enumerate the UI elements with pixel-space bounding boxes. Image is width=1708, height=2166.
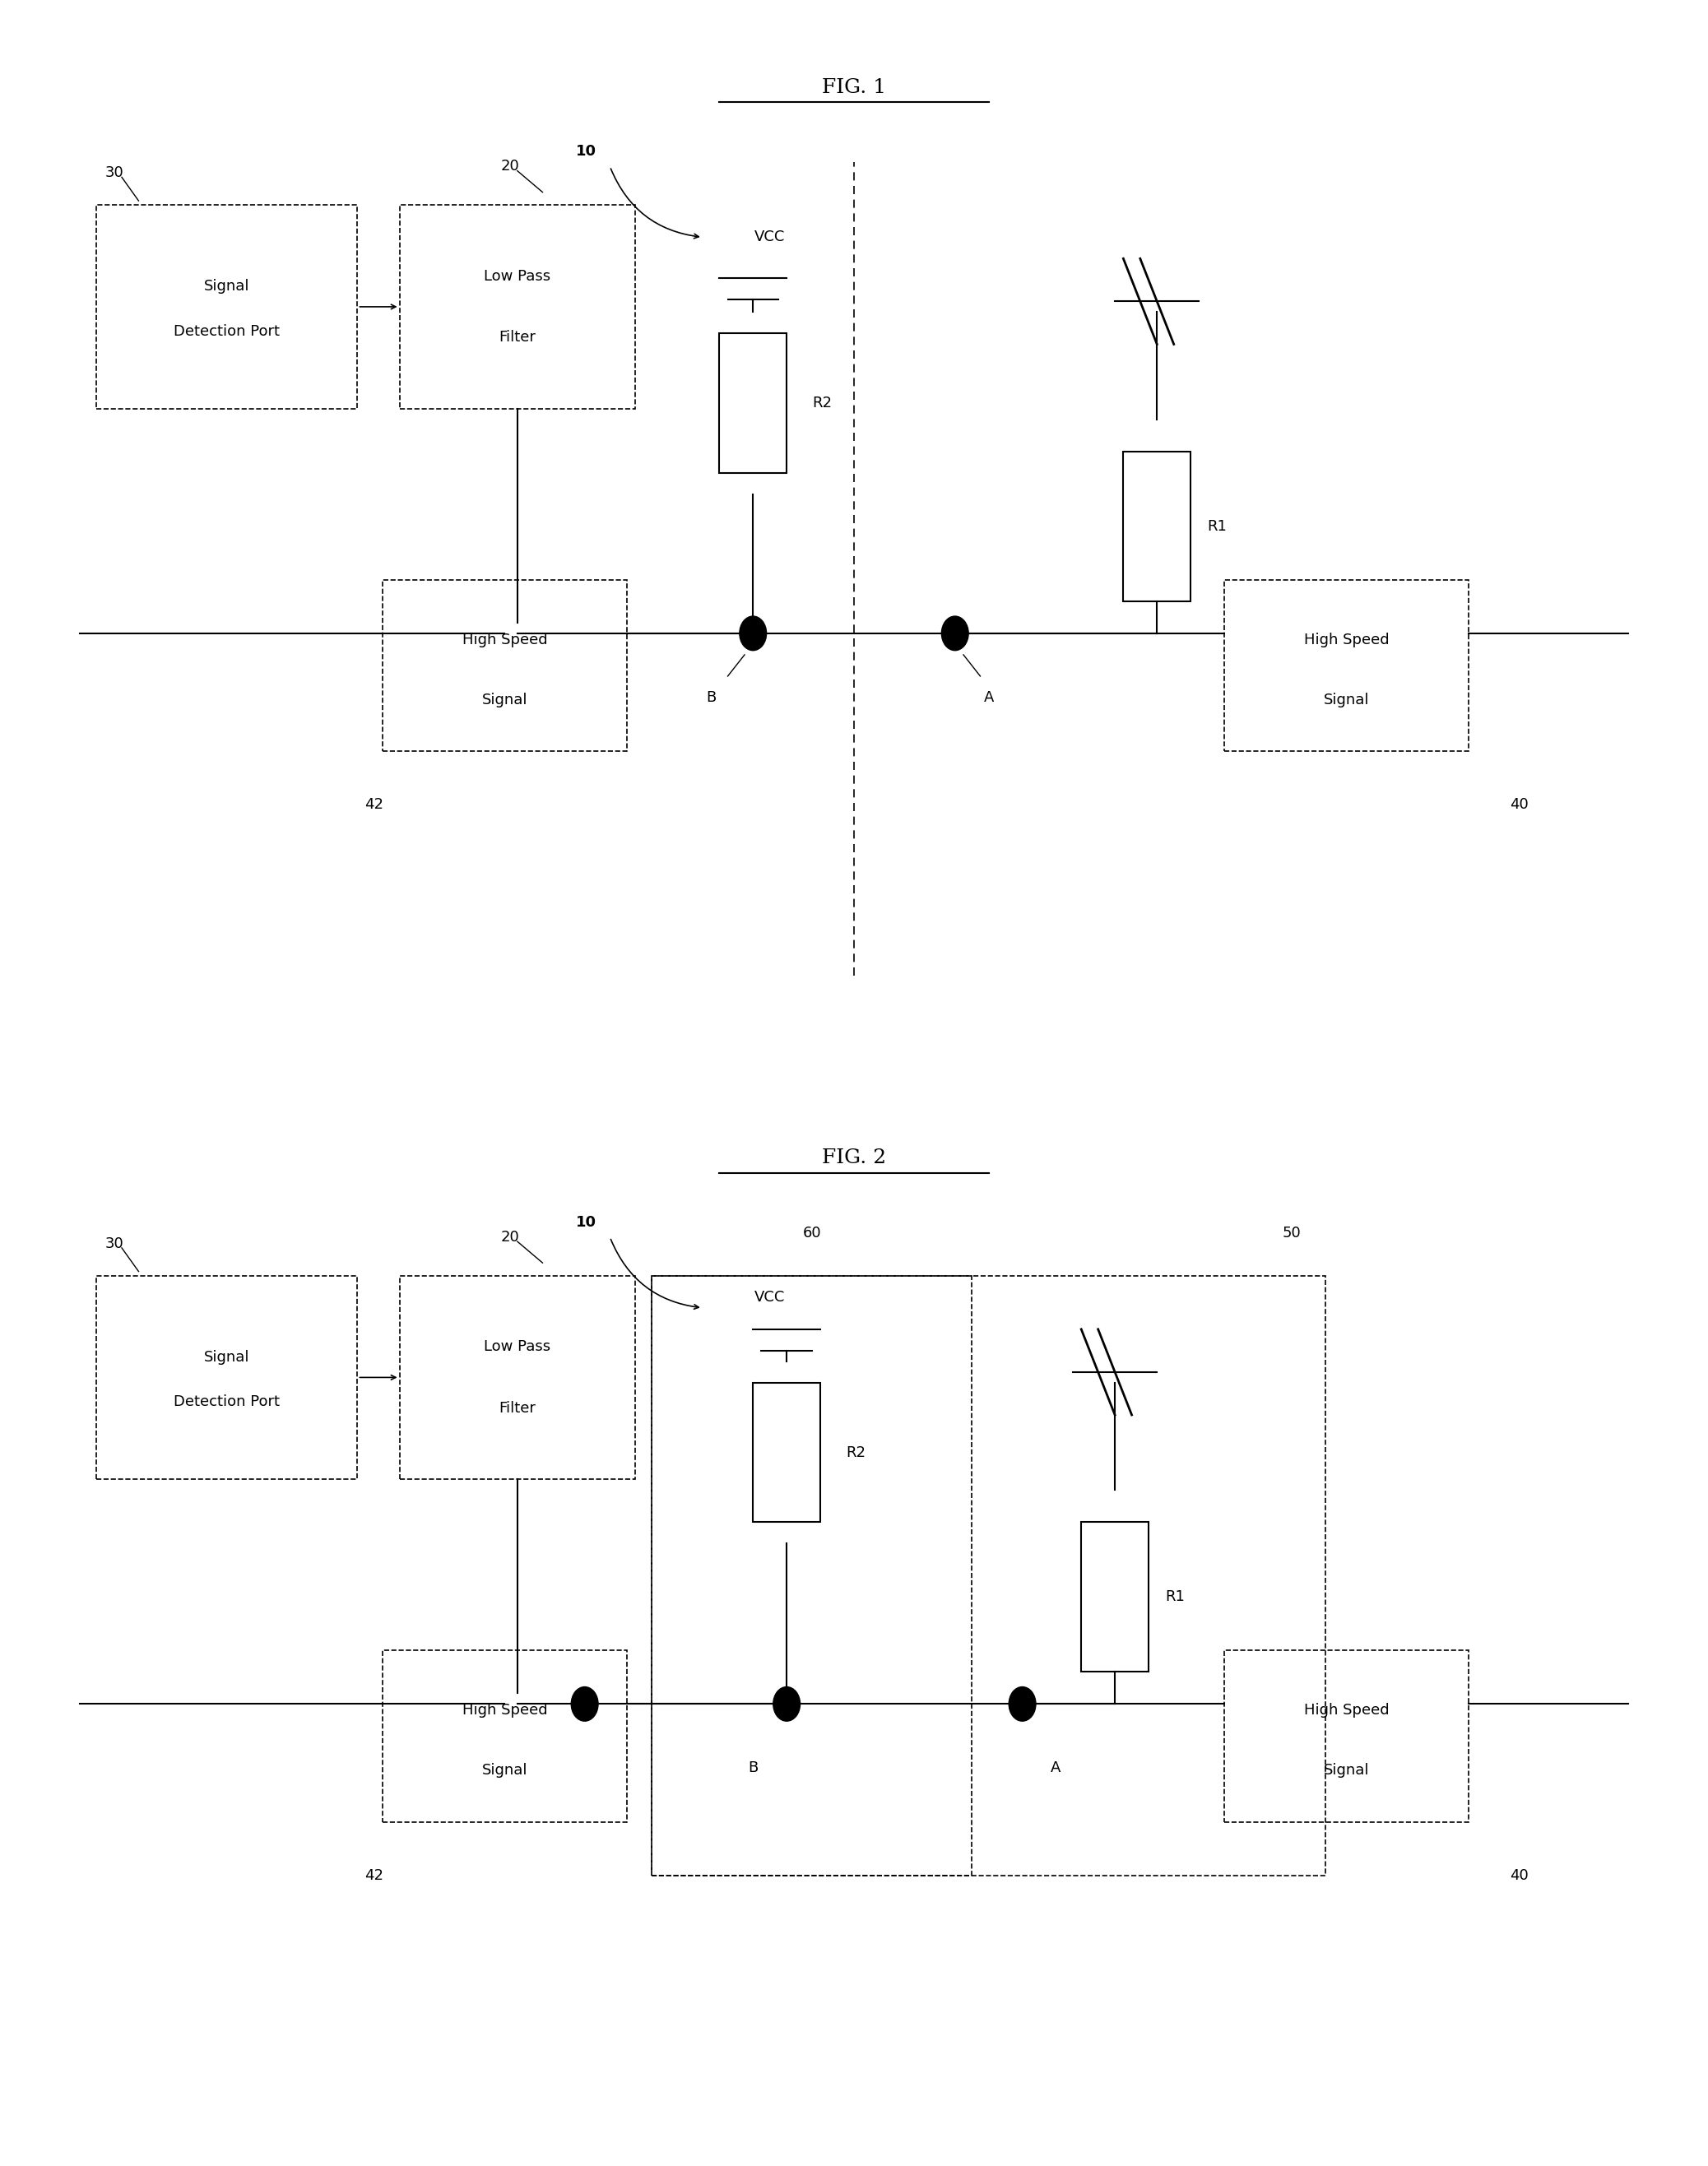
Text: B: B bbox=[705, 691, 716, 704]
Bar bbox=[1225, 580, 1469, 752]
Bar bbox=[383, 1650, 627, 1822]
Text: VCC: VCC bbox=[755, 1289, 786, 1304]
Text: 10: 10 bbox=[576, 1215, 596, 1230]
Circle shape bbox=[941, 615, 968, 650]
Bar bbox=[400, 1276, 635, 1479]
Text: Detection Port: Detection Port bbox=[174, 323, 280, 338]
Text: Signal: Signal bbox=[1324, 693, 1370, 706]
Bar bbox=[719, 334, 787, 472]
Bar bbox=[1081, 1523, 1148, 1672]
Text: 42: 42 bbox=[366, 1867, 384, 1882]
Text: Signal: Signal bbox=[482, 693, 528, 706]
Text: FIG. 2: FIG. 2 bbox=[822, 1148, 886, 1167]
Circle shape bbox=[1009, 1687, 1035, 1722]
Bar bbox=[97, 206, 357, 409]
Text: Filter: Filter bbox=[499, 1401, 536, 1414]
Bar bbox=[1225, 1650, 1469, 1822]
Text: 60: 60 bbox=[803, 1226, 822, 1241]
Text: B: B bbox=[748, 1761, 758, 1776]
Text: Signal: Signal bbox=[205, 279, 249, 295]
Text: Low Pass: Low Pass bbox=[483, 1339, 550, 1354]
Bar bbox=[652, 1276, 972, 1876]
Text: A: A bbox=[984, 691, 994, 704]
Text: 10: 10 bbox=[576, 145, 596, 158]
Bar bbox=[97, 1276, 357, 1479]
Bar bbox=[400, 206, 635, 409]
Text: 30: 30 bbox=[104, 1237, 123, 1252]
Text: 42: 42 bbox=[366, 797, 384, 812]
Text: 40: 40 bbox=[1510, 797, 1529, 812]
Text: Filter: Filter bbox=[499, 329, 536, 344]
Text: Signal: Signal bbox=[205, 1349, 249, 1365]
Text: 40: 40 bbox=[1510, 1867, 1529, 1882]
Text: Signal: Signal bbox=[1324, 1763, 1370, 1778]
Bar bbox=[1124, 451, 1190, 602]
Text: R2: R2 bbox=[811, 396, 832, 412]
Circle shape bbox=[774, 1687, 799, 1722]
Text: 30: 30 bbox=[104, 165, 123, 180]
Circle shape bbox=[570, 1687, 598, 1722]
Text: High Speed: High Speed bbox=[1303, 1702, 1389, 1718]
Text: Detection Port: Detection Port bbox=[174, 1395, 280, 1410]
Text: Signal: Signal bbox=[482, 1763, 528, 1778]
Text: FIG. 1: FIG. 1 bbox=[822, 78, 886, 97]
Text: 50: 50 bbox=[1283, 1226, 1301, 1241]
Text: R1: R1 bbox=[1165, 1590, 1185, 1605]
Text: R1: R1 bbox=[1208, 520, 1226, 533]
Bar bbox=[652, 1276, 1325, 1876]
Text: VCC: VCC bbox=[755, 230, 786, 245]
Text: R2: R2 bbox=[845, 1445, 866, 1460]
Bar bbox=[383, 580, 627, 752]
Text: High Speed: High Speed bbox=[463, 632, 547, 648]
Text: 20: 20 bbox=[500, 1230, 519, 1245]
Text: A: A bbox=[1050, 1761, 1061, 1776]
Bar bbox=[753, 1382, 820, 1523]
Text: 20: 20 bbox=[500, 158, 519, 173]
Text: High Speed: High Speed bbox=[1303, 632, 1389, 648]
Circle shape bbox=[740, 615, 767, 650]
Text: High Speed: High Speed bbox=[463, 1702, 547, 1718]
Text: Low Pass: Low Pass bbox=[483, 269, 550, 284]
